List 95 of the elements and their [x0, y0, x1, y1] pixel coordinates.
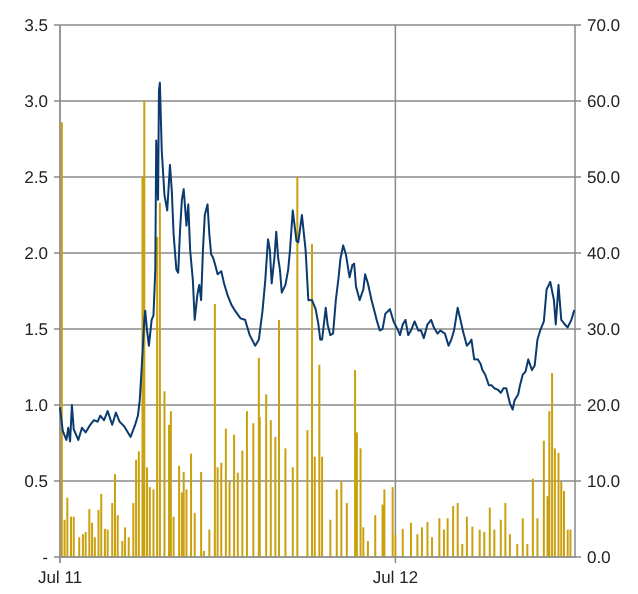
bar [374, 515, 376, 557]
y-tick-label: 1.5 [24, 320, 48, 339]
bar [438, 518, 440, 557]
bar [466, 516, 468, 557]
bar [536, 518, 538, 557]
y-tick-label: 2.0 [24, 244, 48, 263]
bar [270, 420, 272, 557]
y-tick-label: 0.5 [24, 472, 48, 491]
y-tick-label: 3.5 [24, 16, 48, 35]
bar [284, 448, 286, 557]
bar [190, 454, 192, 557]
bar [224, 428, 227, 557]
bar [265, 394, 268, 557]
bar [329, 520, 332, 557]
bar [516, 544, 518, 557]
bar [431, 537, 434, 557]
bar [82, 534, 84, 557]
bar [402, 528, 404, 557]
y2-tick-label: 60.0 [587, 92, 620, 111]
y2-tick-label: 10.0 [587, 472, 620, 491]
bar [354, 370, 356, 557]
bar [483, 532, 486, 557]
bar [170, 411, 172, 557]
bar [66, 498, 68, 557]
bar [124, 527, 126, 557]
bar [526, 544, 528, 557]
bar [478, 530, 481, 557]
bar [182, 472, 185, 557]
bar [252, 423, 254, 557]
bar [233, 434, 236, 557]
bar [78, 537, 80, 557]
y2-tick-label: 70.0 [587, 16, 620, 35]
bar [522, 518, 524, 557]
bar [456, 503, 459, 557]
bar [452, 506, 454, 557]
bar [100, 494, 102, 557]
bar [208, 530, 210, 557]
bar [292, 467, 294, 557]
bar [461, 544, 464, 557]
bar [278, 320, 280, 557]
bar [114, 474, 116, 557]
bar [488, 508, 491, 557]
bar [106, 530, 109, 557]
y-tick-label: 2.5 [24, 168, 48, 187]
bar [178, 466, 180, 557]
y-tick-label: - [42, 548, 48, 567]
bar [200, 472, 202, 557]
bar [471, 526, 474, 557]
bar [72, 516, 75, 557]
bar [493, 530, 496, 557]
bar [246, 411, 248, 557]
bar [84, 532, 87, 557]
bar [446, 518, 449, 557]
bar [346, 503, 348, 557]
bar [504, 503, 506, 557]
bar [220, 462, 222, 557]
bar [383, 489, 386, 557]
bar [88, 509, 90, 557]
bar [366, 541, 369, 557]
bar [236, 472, 239, 557]
bar [143, 101, 146, 557]
y-tick-label: 3.0 [24, 92, 48, 111]
bar [336, 489, 338, 557]
bar [163, 391, 166, 557]
bar [500, 520, 502, 557]
bar [296, 177, 298, 557]
bar [426, 522, 428, 557]
bar [158, 202, 161, 557]
line-series [59, 82, 576, 442]
bar [306, 430, 308, 557]
bar [214, 304, 216, 557]
y2-tick-label: 50.0 [587, 168, 620, 187]
bar [558, 452, 560, 557]
bar [241, 450, 244, 557]
y2-tick-label: 40.0 [587, 244, 620, 263]
bar [318, 364, 320, 557]
bar [311, 244, 313, 557]
y2-tick-label: 0.0 [587, 548, 611, 567]
y-tick-label: 1.0 [24, 396, 48, 415]
bar [410, 522, 412, 557]
bar [392, 487, 394, 557]
x-tick-label: Jul 12 [372, 568, 418, 587]
bar [60, 122, 63, 557]
y2-tick-label: 20.0 [587, 396, 620, 415]
bar [340, 482, 342, 557]
bar [508, 534, 511, 557]
x-tick-label: Jul 11 [38, 568, 82, 587]
bar [569, 530, 572, 557]
bar [416, 534, 418, 557]
bar [532, 478, 534, 557]
bar [542, 440, 545, 557]
bar [551, 373, 554, 557]
y2-tick-label: 30.0 [587, 320, 620, 339]
bar [420, 527, 423, 557]
bar [104, 528, 106, 557]
